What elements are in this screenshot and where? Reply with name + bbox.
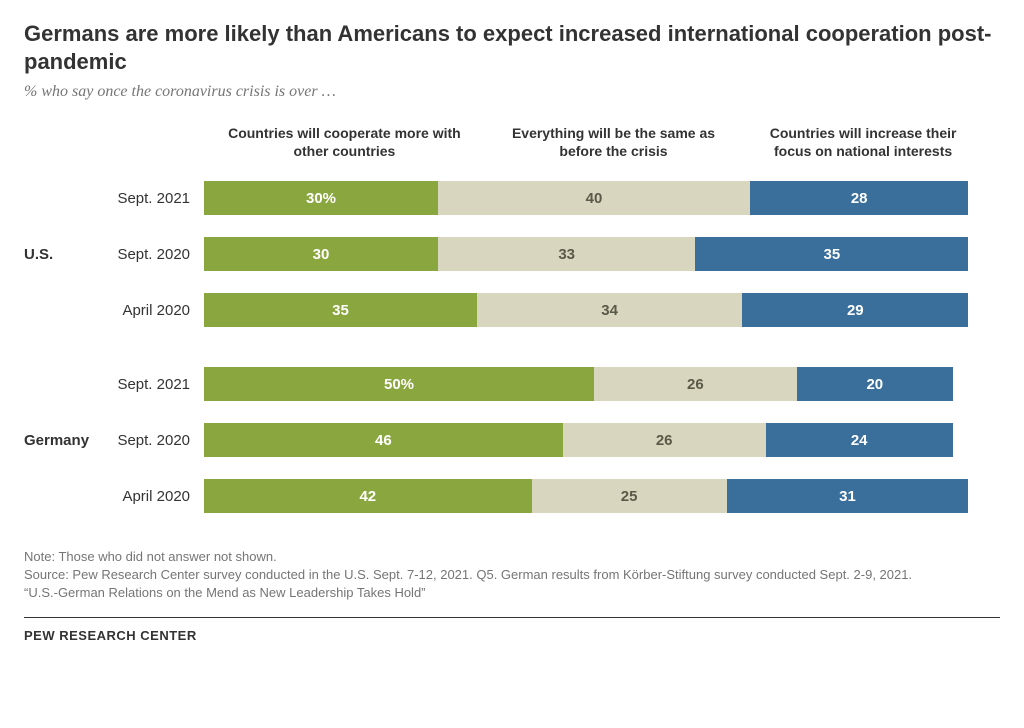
date-label: Sept. 2020 bbox=[84, 246, 204, 263]
bar-segment: 40 bbox=[438, 181, 750, 215]
data-row: April 2020422531 bbox=[24, 474, 1000, 518]
bar-segment: 33 bbox=[438, 237, 695, 271]
bar-segment: 30 bbox=[204, 237, 438, 271]
header-national: Countries will increase their focus on n… bbox=[742, 125, 984, 160]
brand-text: PEW RESEARCH CENTER bbox=[24, 628, 1000, 643]
date-label: April 2020 bbox=[84, 488, 204, 505]
chart-subtitle: % who say once the coronavirus crisis is… bbox=[24, 83, 1000, 101]
data-row: Sept. 202150%2620 bbox=[24, 362, 1000, 406]
country-label: Germany bbox=[24, 432, 84, 449]
data-row: Sept. 202130%4028 bbox=[24, 176, 1000, 220]
bar-segment: 50% bbox=[204, 367, 594, 401]
footer-divider bbox=[24, 617, 1000, 618]
date-label: Sept. 2020 bbox=[84, 432, 204, 449]
bar: 353429 bbox=[204, 293, 984, 327]
bar-segment: 42 bbox=[204, 479, 532, 513]
country-group: Sept. 202130%4028U.S.Sept. 2020303335Apr… bbox=[24, 176, 1000, 332]
data-row: U.S.Sept. 2020303335 bbox=[24, 232, 1000, 276]
bar-segment: 31 bbox=[727, 479, 969, 513]
bar-segment: 35 bbox=[695, 237, 968, 271]
bar-segment: 28 bbox=[750, 181, 968, 215]
chart-title: Germans are more likely than Americans t… bbox=[24, 20, 1000, 75]
header-cooperate: Countries will cooperate more with other… bbox=[204, 125, 485, 160]
data-row: GermanySept. 2020462624 bbox=[24, 418, 1000, 462]
source-text: Source: Pew Research Center survey condu… bbox=[24, 566, 1000, 584]
bar-segment: 34 bbox=[477, 293, 742, 327]
bar-segment: 46 bbox=[204, 423, 563, 457]
bar-segment: 26 bbox=[594, 367, 797, 401]
country-label: U.S. bbox=[24, 246, 84, 263]
date-label: Sept. 2021 bbox=[84, 376, 204, 393]
header-same: Everything will be the same as before th… bbox=[485, 125, 742, 160]
bar-segment: 26 bbox=[563, 423, 766, 457]
date-label: Sept. 2021 bbox=[84, 190, 204, 207]
quote-text: “U.S.-German Relations on the Mend as Ne… bbox=[24, 584, 1000, 602]
chart-rows: Sept. 202130%4028U.S.Sept. 2020303335Apr… bbox=[24, 176, 1000, 518]
bar: 462624 bbox=[204, 423, 984, 457]
bar: 50%2620 bbox=[204, 367, 984, 401]
date-label: April 2020 bbox=[84, 302, 204, 319]
bar-segment: 29 bbox=[742, 293, 968, 327]
bar-segment: 20 bbox=[797, 367, 953, 401]
bar: 422531 bbox=[204, 479, 984, 513]
bar: 303335 bbox=[204, 237, 984, 271]
bar-segment: 24 bbox=[766, 423, 953, 457]
bar-segment: 35 bbox=[204, 293, 477, 327]
country-group: Sept. 202150%2620GermanySept. 2020462624… bbox=[24, 362, 1000, 518]
bar-segment: 30% bbox=[204, 181, 438, 215]
note-text: Note: Those who did not answer not shown… bbox=[24, 548, 1000, 566]
data-row: April 2020353429 bbox=[24, 288, 1000, 332]
column-headers: Countries will cooperate more with other… bbox=[204, 125, 984, 160]
bar-segment: 25 bbox=[532, 479, 727, 513]
bar: 30%4028 bbox=[204, 181, 984, 215]
